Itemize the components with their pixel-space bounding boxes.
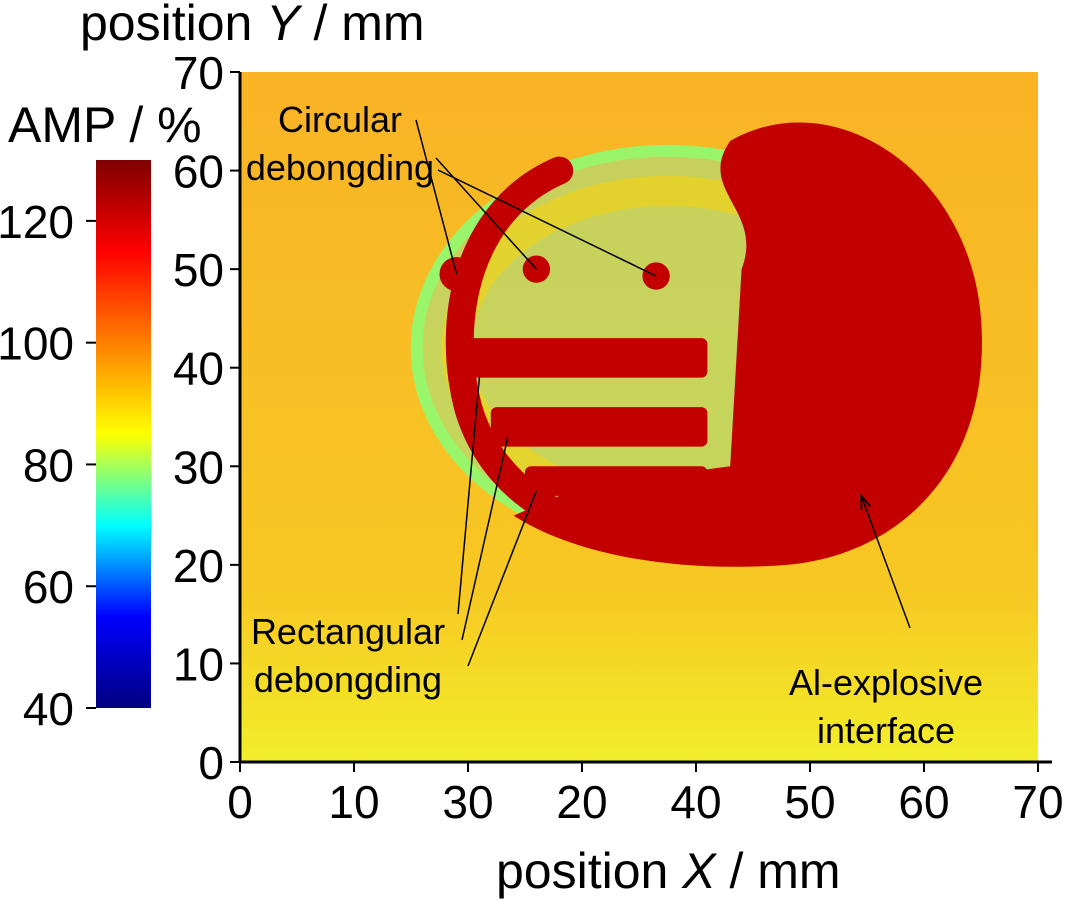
y-tick-label: 60 <box>173 146 224 198</box>
colorbar-tick-label: 40 <box>23 683 74 735</box>
rectangular-debonding-bar <box>456 338 708 378</box>
x-tick-label: 0 <box>227 776 253 828</box>
y-tick-label: 0 <box>198 737 224 789</box>
y-tick-label: 70 <box>173 47 224 99</box>
y-tick-label: 20 <box>173 540 224 592</box>
x-tick-label: 70 <box>1012 776 1063 828</box>
annotation-leader-line <box>437 169 657 277</box>
annotation-arrowhead <box>860 493 872 510</box>
amplitude-heatmap <box>240 72 1038 762</box>
annotation-label: Circular <box>278 99 402 140</box>
annotation-leader-line <box>457 377 481 615</box>
x-tick-label: 40 <box>670 776 721 828</box>
plot-axes: 00 10 10 30 20 20 30 40 40 50 50 60 60 70 70 <box>173 47 1064 828</box>
rectangular-debonding-bar <box>525 466 708 496</box>
colorbar-tick-label: 100 <box>0 318 74 370</box>
annotation-leader-line <box>461 436 509 641</box>
annotation-leader-line <box>467 490 538 667</box>
y-tick-label: 50 <box>173 244 224 296</box>
y-tick-label: 40 <box>173 343 224 395</box>
colorbar-tick-label: 80 <box>23 439 74 491</box>
y-tick-label: 30 <box>173 441 224 493</box>
annotation-label: Al-explosive <box>789 662 983 703</box>
annotation-leader-line <box>860 495 911 629</box>
arc-debonded-area <box>445 156 642 550</box>
x-tick-label: 20 <box>556 776 607 828</box>
annotations: Circular debongding Rectangular debongding A… <box>246 99 983 751</box>
colorbar-tick-label: 120 <box>0 196 74 248</box>
colorbar: AMP / % 40 60 80 100 120 <box>0 97 202 735</box>
colorbar-tick-label: 60 <box>23 561 74 613</box>
large-debonded-area <box>513 122 982 567</box>
annotation-label: debongding <box>254 659 442 700</box>
y-axis-label: position Y / mm <box>80 0 425 51</box>
x-tick-label: 10 <box>328 776 379 828</box>
x-tick-label: 60 <box>898 776 949 828</box>
annotation-label: Rectangular <box>251 611 445 652</box>
annotation-leader-line <box>415 119 458 275</box>
y-tick-label: 10 <box>173 638 224 690</box>
colorbar-title: AMP / % <box>8 97 202 153</box>
annotation-label: debongding <box>246 147 434 188</box>
x-tick-label: 30 <box>442 776 493 828</box>
annotation-label: interface <box>817 710 955 751</box>
x-axis-label: position X / mm <box>496 843 841 899</box>
rectangular-debonding-bar <box>490 407 708 447</box>
x-tick-label: 50 <box>784 776 835 828</box>
colorbar-swatch <box>96 160 151 708</box>
